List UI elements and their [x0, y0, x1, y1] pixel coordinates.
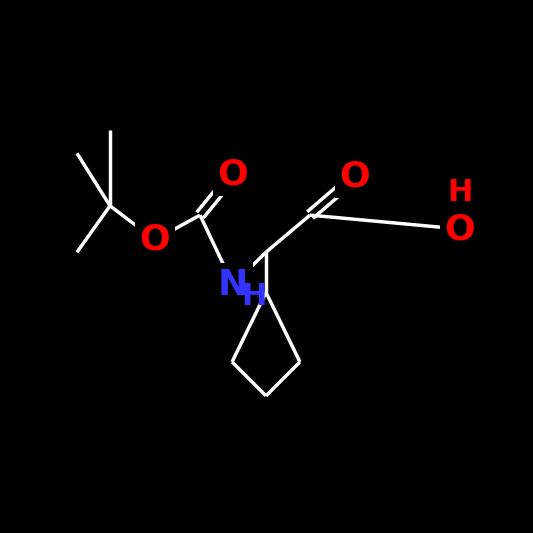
Text: O: O: [340, 159, 370, 193]
Text: H: H: [447, 178, 473, 207]
Text: O: O: [445, 212, 475, 246]
Text: N: N: [218, 268, 248, 302]
Text: H: H: [242, 282, 267, 311]
Text: O: O: [140, 223, 171, 257]
Text: O: O: [217, 158, 248, 192]
